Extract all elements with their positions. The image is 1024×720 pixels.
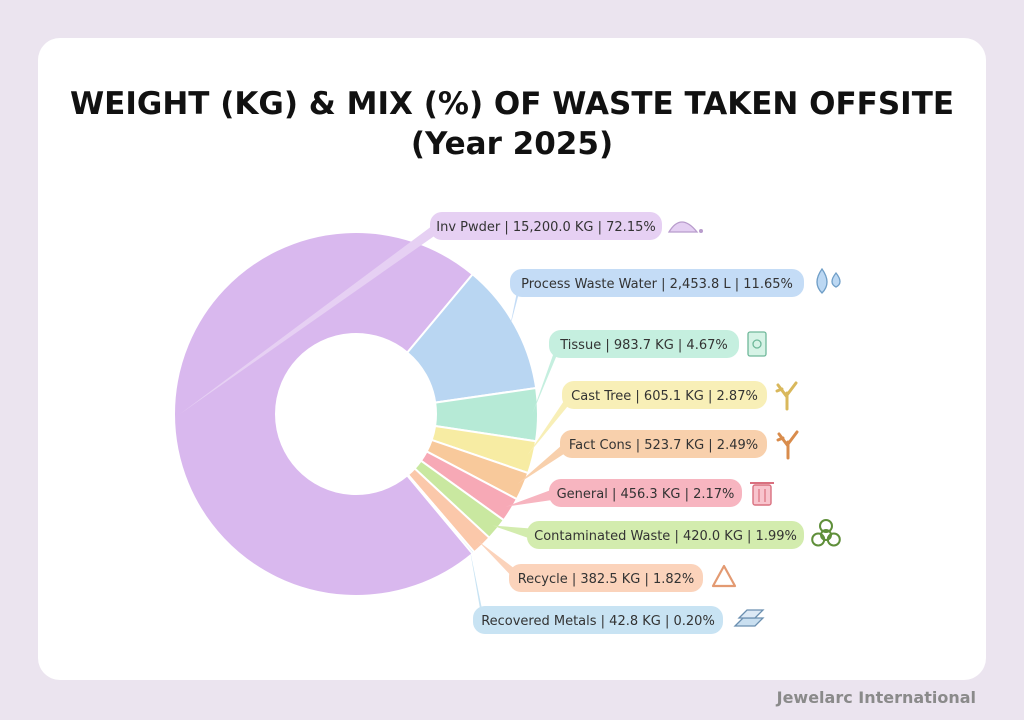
- callout-pill: [510, 269, 804, 297]
- callout-pill: [527, 521, 804, 549]
- donut-slices: [173, 231, 539, 597]
- chart-title: WEIGHT (KG) & MIX (%) OF WASTE TAKEN OFF…: [38, 84, 986, 164]
- slice-label: General | 456.3 KG | 2.17%: [557, 487, 735, 502]
- slice-label: Inv Pwder | 15,200.0 KG | 72.15%: [436, 220, 655, 235]
- slice-label: Fact Cons | 523.7 KG | 2.49%: [569, 438, 758, 453]
- callout-tail: [531, 338, 559, 415]
- chart-title-line1: WEIGHT (KG) & MIX (%) OF WASTE TAKEN OFF…: [69, 86, 955, 122]
- callout-pill: [562, 381, 767, 409]
- callout-tail: [526, 389, 572, 456]
- callout-pill: [549, 330, 739, 358]
- slice-label: Process Waste Water | 2,453.8 L | 11.65%: [521, 277, 793, 292]
- callout-tail: [180, 220, 440, 414]
- trash-bin-icon: [750, 482, 774, 506]
- callout-pill: [560, 430, 767, 458]
- branch-icon: [776, 430, 799, 460]
- biohazard-icon: [811, 519, 841, 547]
- slice-label: Contaminated Waste | 420.0 KG | 1.99%: [534, 529, 797, 544]
- callout-pill: [473, 606, 723, 634]
- footer-brand: Jewelarc International: [776, 688, 976, 707]
- callout-tail: [505, 487, 559, 507]
- tissue-icon: [747, 331, 767, 357]
- cast-tree-icon: [775, 381, 798, 411]
- slice-label: Tissue | 983.7 KG | 4.67%: [559, 338, 727, 353]
- metal-bars-icon: [733, 609, 765, 627]
- callout-pill: [430, 212, 662, 240]
- callout-pill: [509, 564, 703, 592]
- callout-tail: [469, 548, 483, 626]
- chart-title-line2: (Year 2025): [410, 126, 614, 162]
- callout-labels: Inv Pwder | 15,200.0 KG | 72.15% Process …: [180, 212, 841, 634]
- slice-label: Recovered Metals | 42.8 KG | 0.20%: [481, 614, 715, 629]
- callout-tail: [517, 438, 570, 484]
- donut-slice-1[interactable]: [173, 231, 475, 597]
- water-drops-icon: [816, 267, 841, 294]
- callout-pill: [549, 479, 742, 507]
- slice-label: Recycle | 382.5 KG | 1.82%: [518, 572, 695, 587]
- callout-tail: [477, 540, 519, 584]
- powder-icon: [667, 221, 703, 233]
- slice-label: Cast Tree | 605.1 KG | 2.87%: [571, 389, 758, 404]
- recycle-icon: [711, 564, 737, 588]
- callout-tail: [492, 525, 537, 541]
- donut-slice-9[interactable]: [405, 473, 476, 556]
